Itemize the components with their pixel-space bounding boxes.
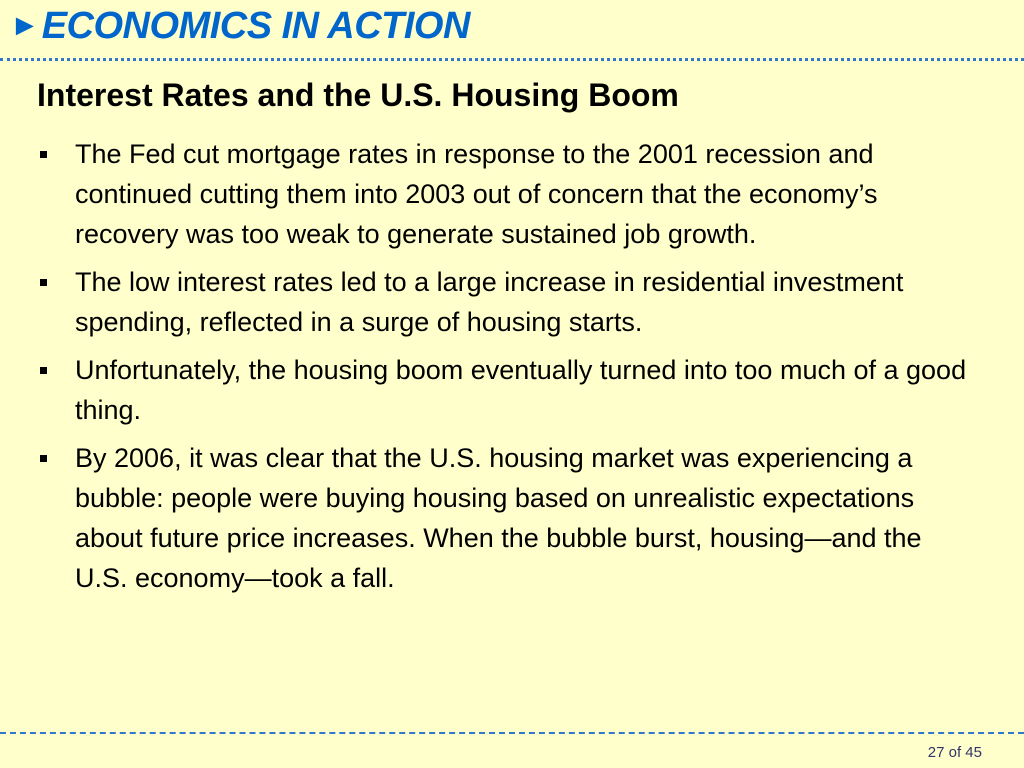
bullet-square-icon [40,279,47,286]
bullet-item: Unfortunately, the housing boom eventual… [37,350,977,430]
bullet-item: By 2006, it was clear that the U.S. hous… [37,438,977,598]
bullet-item: The low interest rates led to a large in… [37,262,977,342]
bullet-text: The low interest rates led to a large in… [75,267,904,337]
bullet-item: The Fed cut mortgage rates in response t… [37,134,977,254]
bullet-square-icon [40,455,47,462]
footer-divider [0,732,1024,734]
bullet-square-icon [40,151,47,158]
header-divider [0,58,1024,61]
arrow-right-icon: ► [10,9,40,42]
slide-title: Interest Rates and the U.S. Housing Boom [37,77,679,113]
bullet-list: The Fed cut mortgage rates in response t… [37,134,977,606]
section-title: ECONOMICS IN ACTION [41,4,471,47]
slide-header: ► ECONOMICS IN ACTION [10,0,470,52]
bullet-text: By 2006, it was clear that the U.S. hous… [75,443,922,593]
page-number: 27 of 45 [927,744,982,761]
bullet-square-icon [40,367,47,374]
bullet-text: Unfortunately, the housing boom eventual… [75,355,967,425]
bullet-text: The Fed cut mortgage rates in response t… [75,139,878,249]
